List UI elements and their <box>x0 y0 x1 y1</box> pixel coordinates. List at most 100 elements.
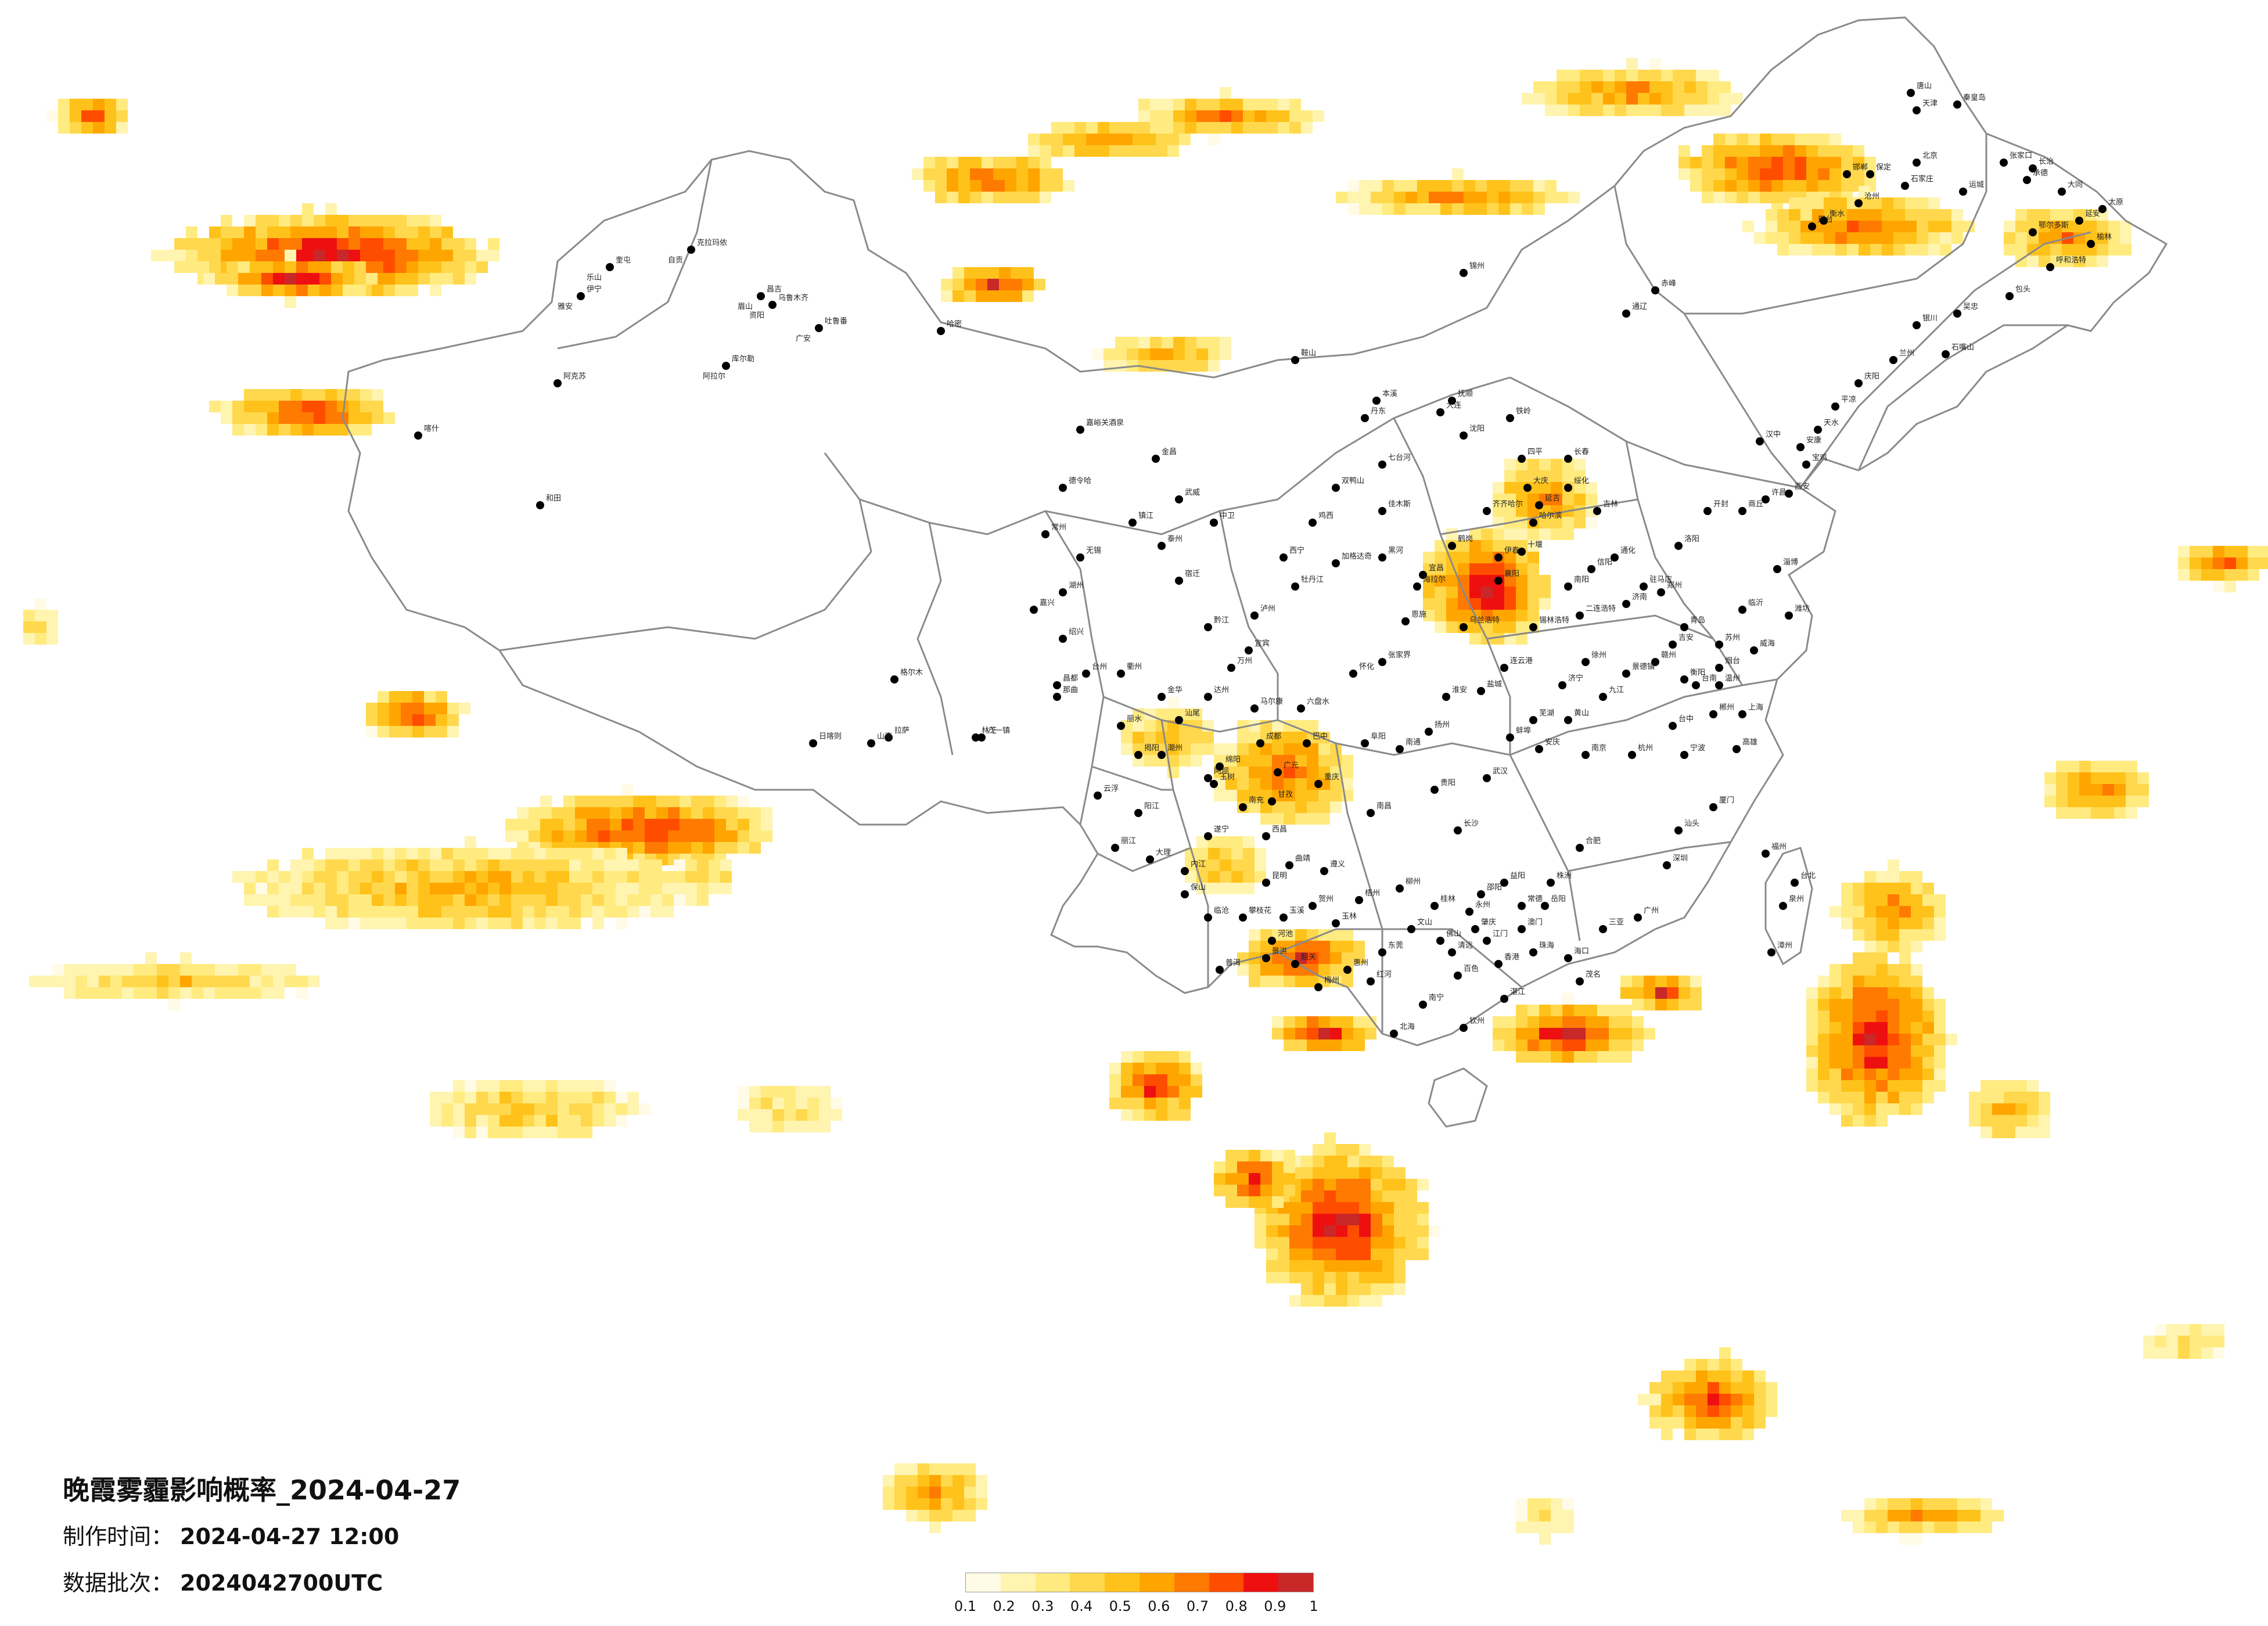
city-marker <box>1332 919 1340 927</box>
city-marker <box>1715 664 1723 672</box>
city-label: 金华 <box>1167 685 1182 695</box>
city-marker <box>1216 966 1224 974</box>
city-label: 临沂 <box>1748 599 1763 607</box>
city-marker <box>1738 606 1746 614</box>
city-marker <box>1274 768 1282 776</box>
city-marker <box>2046 263 2054 271</box>
city-marker <box>1564 455 1572 463</box>
city-label: 南充 <box>1249 796 1264 805</box>
city-label: 宿迁 <box>1185 569 1200 578</box>
city-marker <box>1349 670 1357 678</box>
city-marker <box>1314 780 1322 788</box>
city-label: 嘉峪关酒泉 <box>1086 418 1124 427</box>
city-label: 庆阳 <box>1864 372 1879 381</box>
city-marker <box>1030 606 1038 614</box>
city-label: 桂林 <box>1440 895 1455 904</box>
city-marker <box>1454 972 1462 980</box>
city-label: 海口 <box>1574 947 1589 956</box>
city-marker <box>1680 675 1688 684</box>
city-label: 乐山 <box>587 274 602 282</box>
legend-swatch <box>966 1573 1001 1592</box>
city-label: 吐鲁番 <box>825 317 847 326</box>
city-label: 牡丹江 <box>1301 575 1324 584</box>
city-marker <box>1756 437 1764 445</box>
city-marker <box>1181 867 1189 875</box>
made-time-value: 2024-04-27 12:00 <box>180 1524 400 1549</box>
city-label: 攀枝花 <box>1249 906 1271 915</box>
city-label: 镇江 <box>1138 512 1153 520</box>
city-marker <box>1117 670 1125 678</box>
city-label: 潍坊 <box>1795 605 1810 613</box>
legend-swatch <box>1209 1573 1244 1592</box>
city-marker <box>1262 832 1270 840</box>
city-marker <box>1460 431 1468 440</box>
city-marker <box>1715 681 1723 689</box>
city-marker <box>1651 658 1659 666</box>
city-marker <box>1611 553 1619 562</box>
city-label: 高雄 <box>1742 738 1757 747</box>
made-time-row: 制作时间： 2024-04-27 12:00 <box>63 1519 399 1551</box>
city-marker <box>1076 426 1084 434</box>
city-label: 昌都 <box>1063 674 1078 683</box>
city-label: 扬州 <box>1435 721 1450 729</box>
batch-label: 数据批次： <box>63 1570 174 1596</box>
city-label: 贵阳 <box>1440 779 1455 787</box>
city-marker <box>1419 1001 1427 1009</box>
city-label: 拉萨 <box>894 726 910 735</box>
city-marker <box>1762 495 1770 503</box>
city-label: 汕尾 <box>1185 709 1200 718</box>
city-label: 张家口 <box>2010 151 2032 160</box>
city-label: 台北 <box>1800 872 1816 880</box>
legend-swatch <box>1035 1573 1070 1592</box>
city-marker <box>1430 902 1439 910</box>
city-label: 延吉 <box>1545 494 1560 503</box>
city-marker <box>1076 553 1084 562</box>
city-marker <box>1564 716 1572 724</box>
legend-swatch <box>1278 1573 1313 1592</box>
city-label: 哈尔滨 <box>1539 511 1562 520</box>
city-marker <box>1436 937 1444 945</box>
city-label: 江门 <box>1493 930 1508 938</box>
city-label: 湖州 <box>1069 581 1084 590</box>
city-label: 南宁 <box>1429 993 1444 1002</box>
city-marker <box>1547 879 1555 887</box>
city-marker <box>1500 995 1508 1003</box>
city-marker <box>1738 710 1746 718</box>
city-label: 汉中 <box>1766 430 1781 439</box>
city-marker <box>1262 879 1270 887</box>
city-marker <box>1593 507 1601 515</box>
city-label: 十堰 <box>1527 541 1543 549</box>
city-marker <box>1483 774 1491 782</box>
city-label: 四平 <box>1527 448 1543 456</box>
city-label: 大同 <box>2068 181 2083 189</box>
city-label: 和田 <box>546 494 561 503</box>
city-marker <box>1175 495 1183 503</box>
city-marker <box>1518 548 1526 556</box>
color-legend: 0.1 0.2 0.3 0.4 0.5 0.6 0.7 0.8 0.9 1 <box>954 1573 1318 1619</box>
city-label: 北海 <box>1400 1023 1415 1031</box>
city-marker <box>1576 977 1584 985</box>
city-marker <box>1378 553 1386 562</box>
legend-tick-label: 0.5 <box>1109 1598 1131 1614</box>
city-label: 永州 <box>1475 901 1490 909</box>
city-label: 深圳 <box>1673 854 1688 863</box>
city-label: 苏州 <box>1725 633 1740 642</box>
city-label: 百色 <box>1464 964 1479 973</box>
city-label: 宜宾 <box>1255 639 1270 648</box>
city-label: 吉林 <box>1603 500 1618 509</box>
city-marker <box>1053 681 1061 689</box>
city-marker <box>1953 310 1961 318</box>
city-label: 河池 <box>1278 930 1293 938</box>
city-marker <box>1529 948 1537 956</box>
legend-swatches <box>965 1573 1314 1592</box>
city-label: 平凉 <box>1841 395 1856 404</box>
city-label: 鹤岗 <box>1458 534 1473 544</box>
city-label: 泉州 <box>1789 894 1804 904</box>
city-marker <box>1279 913 1288 922</box>
city-marker <box>1460 1024 1468 1032</box>
city-marker <box>867 739 875 747</box>
city-marker <box>414 431 422 440</box>
city-label: 赤峰 <box>1661 279 1676 288</box>
city-marker <box>977 733 986 742</box>
